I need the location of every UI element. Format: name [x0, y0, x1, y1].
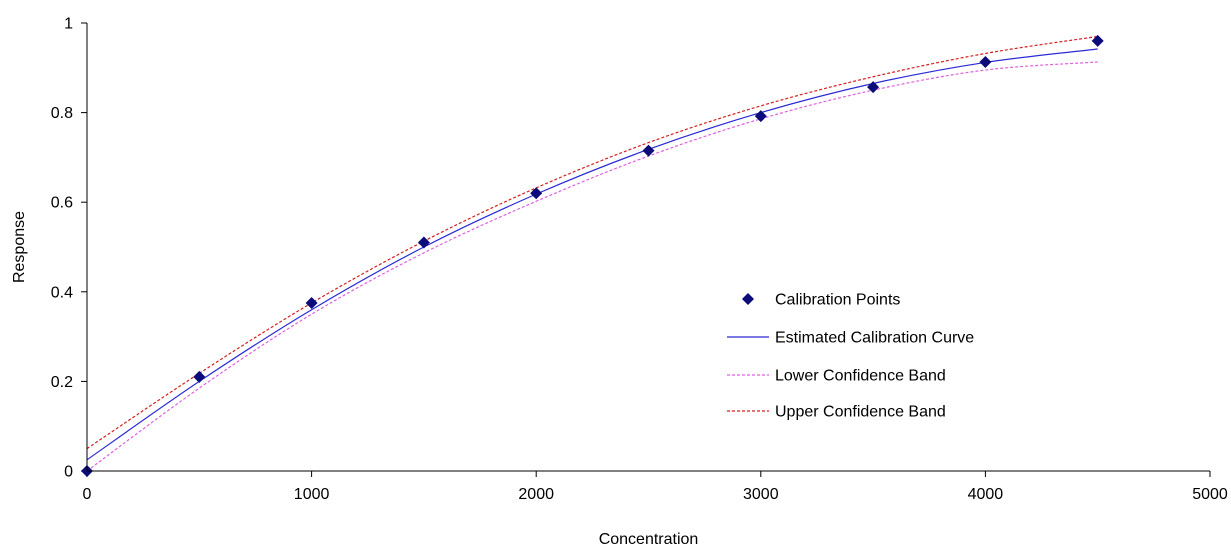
legend-item-estimated-curve: Estimated Calibration Curve [727, 330, 974, 347]
legend-label-upper-band: Upper Confidence Band [775, 404, 946, 421]
x-axis-title: Concentration [599, 531, 699, 548]
legend-label-calibration-points: Calibration Points [775, 292, 900, 309]
x-tick-label: 0 [83, 486, 92, 503]
data-point [530, 187, 543, 200]
y-tick-label: 0.6 [51, 195, 73, 212]
legend-label-estimated-curve: Estimated Calibration Curve [775, 330, 974, 347]
legend-marker-calibration-points [742, 293, 754, 305]
data-point [417, 236, 430, 249]
plot-area: 0 0.2 0.4 0.6 0.8 1 0 1000 2000 3000 4000 5000 [51, 16, 1228, 504]
series-line-lower-confidence-band [86, 61, 1098, 472]
data-point [979, 55, 992, 68]
x-tick-label: 2000 [518, 486, 554, 503]
y-axis-title: Response [11, 211, 28, 283]
series-line-upper-confidence-band [86, 35, 1098, 450]
x-tick-label: 1000 [294, 486, 330, 503]
data-point [867, 81, 880, 94]
legend-item-upper-band: Upper Confidence Band [727, 404, 946, 421]
x-tick-label: 3000 [743, 486, 779, 503]
y-tick-label: 1 [64, 16, 73, 33]
legend-item-calibration-points: Calibration Points [742, 292, 900, 309]
data-point [193, 370, 206, 383]
series-points [81, 34, 1104, 477]
data-point [642, 144, 655, 157]
y-axis-ticks: 0 0.2 0.4 0.6 0.8 1 [51, 16, 87, 481]
series-lines [86, 35, 1098, 472]
legend-label-lower-band: Lower Confidence Band [775, 368, 946, 385]
y-tick-label: 0.2 [51, 374, 73, 391]
y-tick-label: 0.8 [51, 105, 73, 122]
data-point [754, 110, 767, 123]
series-line-estimated-calibration-curve [86, 48, 1098, 461]
y-tick-label: 0 [64, 464, 73, 481]
x-tick-label: 4000 [968, 486, 1004, 503]
data-point [1091, 34, 1104, 47]
x-axis-ticks: 0 1000 2000 3000 4000 5000 [83, 471, 1228, 503]
x-tick-label: 5000 [1192, 486, 1228, 503]
y-tick-label: 0.4 [51, 284, 73, 301]
data-point [305, 297, 318, 309]
legend: Calibration Points Estimated Calibration… [727, 292, 974, 421]
legend-item-lower-band: Lower Confidence Band [727, 368, 946, 385]
